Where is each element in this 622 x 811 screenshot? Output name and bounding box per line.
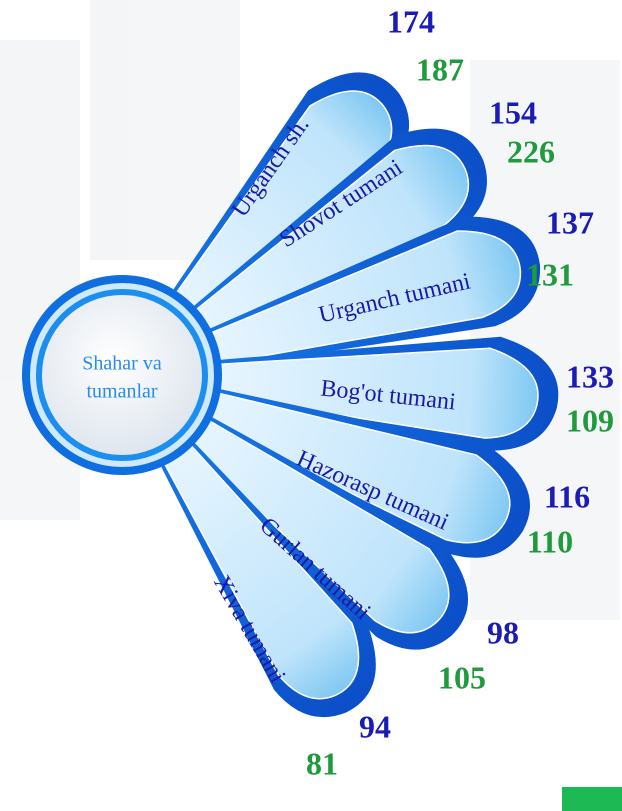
value-green: 81	[306, 745, 338, 781]
value-green: 226	[507, 133, 555, 169]
center-label: Shahar va	[82, 353, 162, 375]
value-blue: 98	[487, 614, 519, 650]
value-green: 105	[438, 659, 486, 695]
value-blue: 154	[489, 94, 537, 130]
value-blue: 174	[387, 3, 435, 39]
value-green: 109	[566, 402, 614, 438]
center-circle: Shahar va tumanlar	[22, 275, 222, 475]
value-green: 187	[416, 51, 464, 87]
value-blue: 94	[359, 708, 391, 744]
center-label: tumanlar	[86, 381, 157, 403]
decoration	[562, 787, 622, 811]
value-blue: 116	[544, 478, 590, 514]
diagram: Shahar va tumanlar Urganch sh.174187Shov…	[0, 0, 622, 811]
value-green: 131	[526, 256, 574, 292]
value-blue: 137	[546, 204, 594, 240]
value-green: 110	[527, 523, 573, 559]
value-blue: 133	[566, 358, 614, 394]
